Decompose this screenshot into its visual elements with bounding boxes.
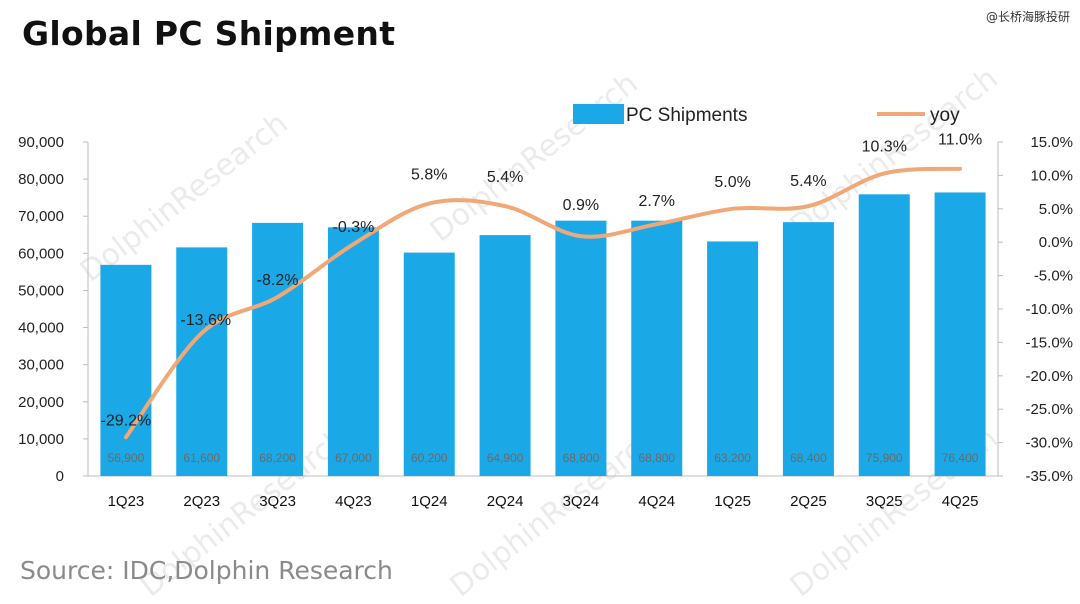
yoy-value-label: 5.8% [411, 166, 447, 183]
legend-label-yoy: yoy [930, 105, 960, 126]
left-tick-label: 0 [56, 468, 64, 485]
x-tick-label: 1Q23 [108, 493, 145, 510]
bar [176, 247, 228, 476]
line-layer [123, 166, 963, 440]
x-tick-label: 2Q25 [790, 493, 827, 510]
bar-layer: 56,900 61,600 68,200 67,000 60,200 64,900 68,8… [100, 192, 986, 476]
right-tick-label: 10.0% [1030, 167, 1073, 184]
left-tick-label: 10,000 [18, 431, 64, 448]
right-tick-label: 5.0% [1039, 201, 1073, 218]
x-tick-label: 1Q24 [411, 493, 448, 510]
bar-value-label: 64,900 [487, 451, 524, 465]
label-layer: -29.2% -13.6% -8.2% -0.3% 5.8% 5.4% 0.9% 2.7% 5.… [101, 132, 983, 430]
x-tick-label: 4Q24 [638, 493, 675, 510]
left-tick-label: 70,000 [18, 208, 64, 225]
x-tick-label: 2Q24 [487, 493, 524, 510]
bar [479, 235, 531, 476]
left-tick-label: 20,000 [18, 394, 64, 411]
yoy-value-label: 5.4% [790, 173, 826, 190]
bar [555, 220, 607, 476]
x-tick-label: 3Q24 [563, 493, 600, 510]
bar-value-label: 56,900 [108, 451, 145, 465]
yoy-value-label: -13.6% [180, 312, 231, 329]
right-tick-label: -25.0% [1025, 401, 1073, 418]
x-tick-label: 1Q25 [714, 493, 751, 510]
left-tick-label: 40,000 [18, 320, 64, 337]
right-tick-label: 15.0% [1030, 134, 1073, 151]
left-tick-label: 80,000 [18, 171, 64, 188]
yoy-value-label: 2.7% [639, 193, 675, 210]
watermark-text: DolphinResearch [424, 66, 645, 249]
yoy-value-label: 0.9% [563, 197, 599, 214]
left-tick-label: 60,000 [18, 245, 64, 262]
bar [707, 241, 759, 476]
left-tick-label: 90,000 [18, 134, 64, 151]
yoy-value-label: -29.2% [101, 412, 152, 429]
bar-value-label: 68,400 [790, 451, 827, 465]
right-tick-label: -10.0% [1025, 301, 1073, 318]
bar [631, 220, 683, 476]
bar-value-label: 68,800 [638, 451, 675, 465]
legend-label-pc-shipments: PC Shipments [626, 105, 747, 126]
axis-layer: 0 10,000 20,000 30,000 40,000 50,000 60,000 70,… [18, 134, 1073, 510]
attribution-watermark: @长桥海豚投研 [985, 10, 1070, 24]
right-tick-label: -20.0% [1025, 368, 1073, 385]
right-tick-label: -35.0% [1025, 468, 1073, 485]
right-tick-label: 0.0% [1039, 234, 1073, 251]
chart-title: Global PC Shipment [22, 14, 396, 53]
right-tick-label: -5.0% [1034, 268, 1073, 285]
bar [327, 227, 379, 476]
x-tick-label: 2Q23 [183, 493, 220, 510]
bar-value-label: 61,600 [183, 451, 220, 465]
x-tick-label: 3Q23 [259, 493, 296, 510]
x-tick-label: 3Q25 [866, 493, 903, 510]
yoy-value-label: 5.4% [487, 169, 523, 186]
bar-value-label: 76,400 [942, 451, 979, 465]
left-tick-label: 50,000 [18, 282, 64, 299]
yoy-line [123, 166, 963, 440]
yoy-value-label: 11.0% [938, 132, 982, 149]
left-tick-label: 30,000 [18, 357, 64, 374]
legend: PC Shipments yoy [573, 104, 960, 126]
bar-value-label: 60,200 [411, 451, 448, 465]
yoy-value-label: 10.3% [862, 138, 907, 155]
x-tick-label: 4Q23 [335, 493, 372, 510]
x-tick-label: 4Q25 [942, 493, 979, 510]
bar [934, 192, 986, 476]
right-tick-label: -30.0% [1025, 435, 1073, 452]
bar [252, 222, 304, 476]
yoy-value-label: 5.0% [714, 174, 750, 191]
yoy-value-label: -0.3% [333, 219, 375, 236]
legend-swatch-pc-shipments [573, 104, 624, 124]
bar-value-label: 67,000 [335, 451, 372, 465]
source-note: Source: IDC,Dolphin Research [20, 556, 393, 585]
right-tick-label: -15.0% [1025, 334, 1073, 351]
bar-value-label: 63,200 [714, 451, 751, 465]
bar [100, 264, 152, 476]
yoy-value-label: -8.2% [257, 272, 299, 289]
bar [858, 194, 910, 476]
bar [403, 252, 455, 476]
bar-value-label: 68,800 [563, 451, 600, 465]
bar-value-label: 68,200 [259, 451, 296, 465]
bar [782, 222, 834, 476]
bar-value-label: 75,900 [866, 451, 903, 465]
